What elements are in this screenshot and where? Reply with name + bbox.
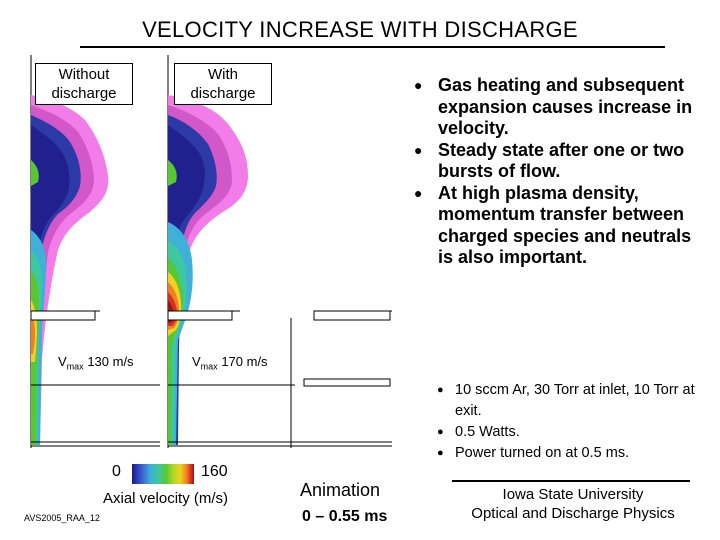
main-bullet-text: At high plasma density, momentum transfe… bbox=[438, 182, 692, 268]
color-scale-bar bbox=[132, 464, 194, 484]
main-bullet: ● Steady state after one or two bursts of… bbox=[410, 140, 710, 183]
institution-name: Iowa State University bbox=[502, 486, 644, 503]
vmax-with: Vmax 170 m/s bbox=[192, 354, 268, 372]
bullet-dot-icon: ● bbox=[437, 426, 444, 438]
label-with-discharge: With discharge bbox=[174, 63, 272, 105]
animation-range: 0 – 0.55 ms bbox=[302, 508, 388, 525]
condition-item: ● 0.5 Watts. bbox=[437, 422, 707, 443]
bullet-dot-icon: ● bbox=[437, 384, 444, 396]
main-bullet-list: ● Gas heating and subsequent expansion ca… bbox=[410, 75, 710, 269]
contour-band-navy bbox=[168, 125, 205, 252]
vmax-subscript: max bbox=[66, 361, 84, 372]
vmax-symbol: V bbox=[192, 354, 201, 369]
vmax-symbol: V bbox=[58, 354, 67, 369]
condition-text: Power turned on at 0.5 ms. bbox=[455, 445, 630, 461]
bullet-dot-icon: ● bbox=[414, 184, 423, 201]
bullet-dot-icon: ● bbox=[437, 447, 444, 459]
vmax-value: 130 m/s bbox=[87, 354, 134, 369]
condition-text: 10 sccm Ar, 30 Torr at inlet, 10 Torr at… bbox=[455, 382, 695, 419]
anim-electrode bbox=[313, 310, 391, 321]
label-line: discharge bbox=[51, 85, 117, 102]
main-bullet-text: Steady state after one or two bursts of … bbox=[438, 139, 685, 182]
animation-title: Animation bbox=[300, 480, 381, 500]
title-underline bbox=[80, 46, 665, 48]
main-bullet-text: Gas heating and subsequent expansion cau… bbox=[438, 75, 693, 138]
condition-text: 0.5 Watts. bbox=[455, 424, 520, 440]
scale-max-label: 160 bbox=[201, 463, 228, 480]
contour-plot-without-discharge bbox=[30, 55, 160, 448]
label-line: discharge bbox=[190, 85, 256, 102]
contour-band-inlet bbox=[31, 160, 39, 186]
institution-rule bbox=[452, 480, 690, 482]
scale-min-label: 0 bbox=[112, 463, 121, 480]
institution-department: Optical and Discharge Physics bbox=[471, 505, 675, 522]
conditions-list: ● 10 sccm Ar, 30 Torr at inlet, 10 Torr a… bbox=[437, 380, 707, 464]
contour-band-orange bbox=[31, 312, 35, 354]
label-line: With bbox=[208, 66, 238, 83]
electrode-upper bbox=[167, 310, 233, 321]
contour-band-inlet bbox=[168, 160, 177, 186]
main-bullet: ● At high plasma density, momentum transf… bbox=[410, 183, 710, 269]
bullet-dot-icon: ● bbox=[414, 77, 423, 93]
slide-id: AVS2005_RAA_12 bbox=[24, 513, 100, 523]
contour-plot-with-discharge bbox=[167, 55, 295, 448]
bullet-dot-icon: ● bbox=[414, 141, 423, 158]
main-bullet: ● Gas heating and subsequent expansion ca… bbox=[410, 75, 710, 140]
condition-item: ● Power turned on at 0.5 ms. bbox=[437, 443, 707, 464]
slide-title: VELOCITY INCREASE WITH DISCHARGE bbox=[142, 17, 578, 42]
condition-item: ● 10 sccm Ar, 30 Torr at inlet, 10 Torr a… bbox=[437, 380, 707, 422]
scale-axis-label: Axial velocity (m/s) bbox=[103, 490, 229, 507]
label-line: Without bbox=[58, 66, 110, 83]
animation-frame bbox=[290, 310, 392, 448]
vmax-value: 170 m/s bbox=[221, 354, 268, 369]
vmax-subscript: max bbox=[200, 361, 218, 372]
anim-wall bbox=[303, 378, 391, 387]
vmax-without: Vmax 130 m/s bbox=[58, 354, 134, 372]
electrode-upper bbox=[30, 310, 96, 321]
label-without-discharge: Without discharge bbox=[35, 63, 133, 105]
contour-band-navy bbox=[31, 125, 70, 252]
